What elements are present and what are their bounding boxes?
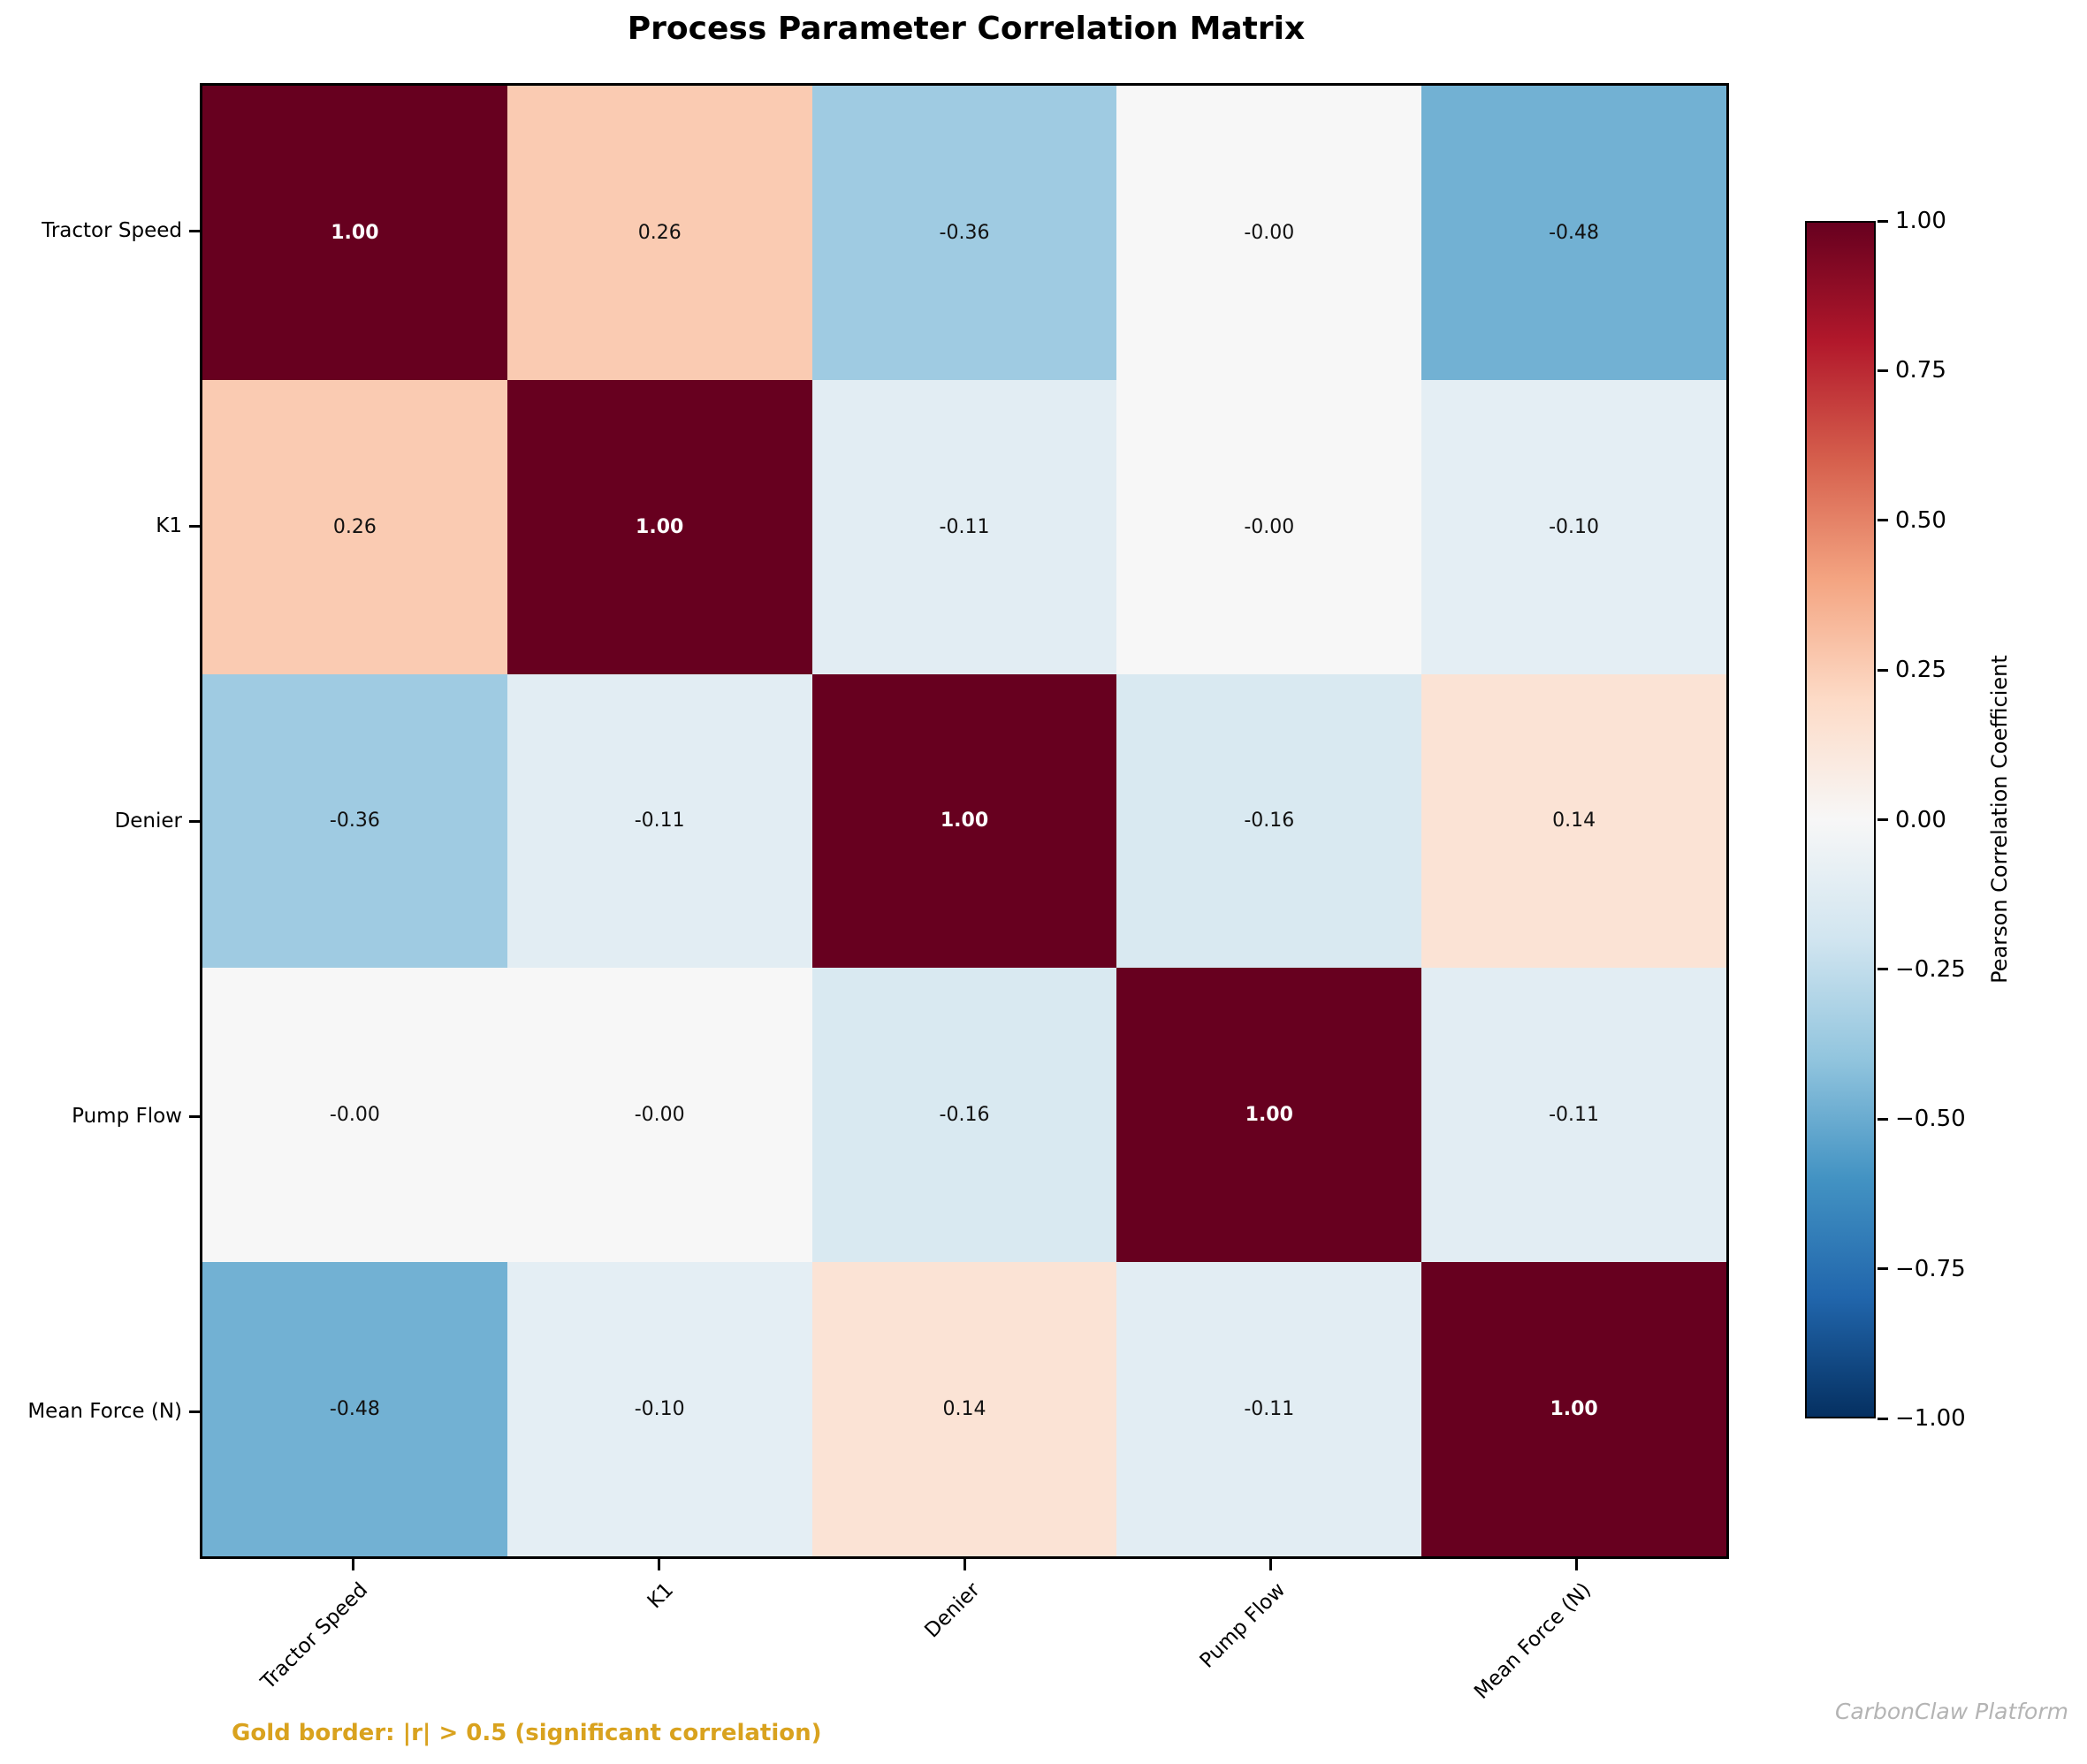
cell-value: -0.00 [634,1104,685,1127]
heatmap-cell: 1.00 [507,379,812,674]
heatmap-cell: -0.10 [1421,379,1726,674]
x-axis-tick [657,1559,660,1570]
colorbar-tick [1878,519,1888,522]
colorbar-tick [1878,668,1888,672]
heatmap-cell: 0.26 [202,379,507,674]
y-axis-tick [189,1410,200,1413]
cell-value: -0.36 [329,810,380,833]
heatmap-cell: 0.14 [811,1262,1117,1556]
heatmap-cell: 0.26 [507,86,812,380]
chart-title: Process Parameter Correlation Matrix [627,11,1306,47]
cell-value: -0.16 [1244,810,1295,833]
heatmap-cell: -0.11 [507,673,812,969]
cell-value: -0.00 [1244,221,1295,244]
y-axis-label: Denier [114,810,182,833]
colorbar-tick-label: 0.00 [1895,806,1946,833]
colorbar-tick-label: −0.75 [1895,1255,1966,1282]
colorbar-tick-label: 0.50 [1895,506,1946,534]
y-axis-label: Mean Force (N) [27,1400,182,1423]
colorbar-tick-label: −0.25 [1895,955,1966,983]
y-axis-tick [189,1114,200,1118]
heatmap-cell: 1.00 [1116,968,1422,1263]
cell-value: 0.26 [637,221,682,244]
heatmap-cell: 1.00 [202,86,507,380]
cell-value: -0.10 [634,1398,685,1421]
heatmap-cell: 1.00 [1421,1262,1726,1556]
colorbar-tick [1878,818,1888,821]
cell-value: -0.48 [1549,221,1600,244]
x-axis-label: Pump Flow [1195,1578,1291,1673]
x-axis-label: Mean Force (N) [1470,1578,1596,1704]
y-axis-tick [189,524,200,528]
significance-note: Gold border: |r| > 0.5 (significant corr… [232,1720,822,1746]
heatmap-cell: -0.36 [811,86,1117,380]
cell-value: -0.16 [939,1104,990,1127]
cell-value: -0.11 [634,810,685,833]
cell-value: -0.48 [329,1398,380,1421]
cell-value: -0.11 [1244,1398,1295,1421]
cell-value: -0.36 [939,221,990,244]
colorbar-axis-label: Pearson Correlation Coefficient [1987,655,2012,984]
y-axis-tick [189,229,200,232]
colorbar-tick [1878,1417,1888,1420]
heatmap-cell: -0.36 [202,673,507,969]
colorbar-tick [1878,968,1888,971]
cell-value: 1.00 [1245,1104,1293,1127]
y-axis-label: Tractor Speed [42,219,182,242]
cell-value: 0.14 [1552,810,1596,833]
cell-value: -0.11 [1549,1104,1600,1127]
cell-value: -0.00 [1244,515,1295,538]
cell-value: -0.10 [1549,515,1600,538]
colorbar-tick-label: −0.50 [1895,1106,1966,1133]
watermark: CarbonClaw Platform [1834,1699,2068,1724]
x-axis-label: Denier [919,1578,985,1643]
x-axis-label: K1 [643,1578,679,1614]
colorbar-tick [1878,1117,1888,1121]
y-axis-label: Pump Flow [72,1105,182,1128]
x-axis-tick [351,1559,354,1570]
colorbar-tick-label: 0.25 [1895,657,1946,684]
heatmap-cell: -0.16 [1116,673,1422,969]
colorbar-tick-label: 0.75 [1895,357,1946,384]
heatmap-cell: 0.14 [1421,673,1726,969]
x-axis-tick [1574,1559,1578,1570]
cell-value: 1.00 [1550,1398,1598,1421]
heatmap-cell: -0.48 [1421,86,1726,380]
colorbar-tick [1878,1267,1888,1271]
heatmap-cell: -0.00 [1116,379,1422,674]
cell-value: -0.11 [939,515,990,538]
heatmap-cell: -0.10 [507,1262,812,1556]
heatmap-cell: -0.16 [811,968,1117,1263]
cell-value: 0.26 [332,515,377,538]
heatmap-grid: 1.00 0.26 -0.36 -0.00 -0.48 0.26 1.00 -0.11 -0.0… [200,83,1729,1559]
cell-value: 1.00 [331,221,379,244]
colorbar-tick [1878,219,1888,223]
cell-value: 1.00 [940,810,989,833]
heatmap-cell: -0.11 [1421,968,1726,1263]
heatmap-cell: -0.48 [202,1262,507,1556]
colorbar-tick-label: 1.00 [1895,208,1946,234]
y-axis-label: K1 [156,514,182,537]
y-axis-tick [189,819,200,823]
cell-value: -0.00 [329,1104,380,1127]
cell-value: 1.00 [636,515,684,538]
heatmap-cell: 1.00 [811,673,1117,969]
x-axis-label: Tractor Speed [256,1578,373,1694]
x-axis-tick [963,1559,966,1570]
colorbar [1805,221,1876,1418]
cell-value: 0.14 [942,1398,986,1421]
heatmap-cell: -0.00 [1116,86,1422,380]
heatmap-cell: -0.11 [811,379,1117,674]
colorbar-tick-label: −1.00 [1895,1405,1966,1432]
heatmap-cell: -0.11 [1116,1262,1422,1556]
colorbar-tick [1878,369,1888,372]
heatmap-cell: -0.00 [202,968,507,1263]
heatmap-cell: -0.00 [507,968,812,1263]
x-axis-tick [1268,1559,1272,1570]
